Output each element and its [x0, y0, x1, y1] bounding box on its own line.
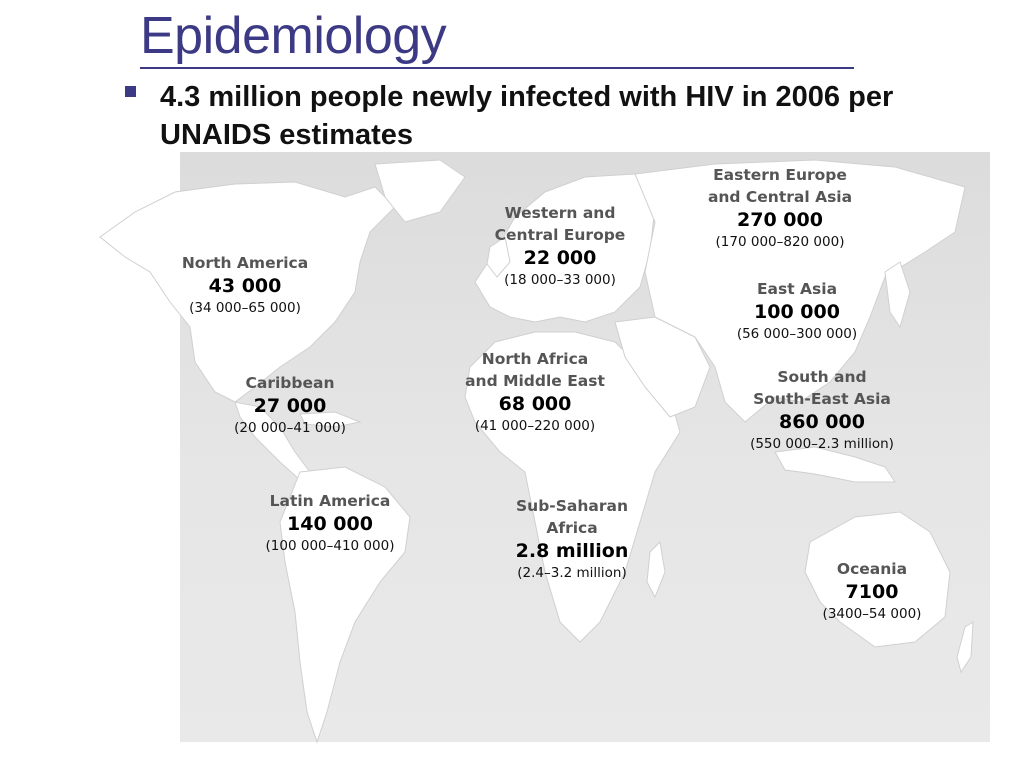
region-oceania: Oceania 7100 (3400–54 000) [807, 558, 937, 624]
region-eastern-europe-central-asia: Eastern Europe and Central Asia 270 000 … [695, 164, 865, 252]
region-value: 270 000 [737, 209, 823, 231]
region-range: (34 000–65 000) [189, 300, 301, 316]
region-range: (100 000–410 000) [265, 538, 395, 554]
land-caribbean [299, 411, 362, 428]
region-name: Latin America [269, 492, 391, 510]
land-north-america [99, 181, 396, 403]
region-north-america: North America 43 000 (34 000–65 000) [165, 252, 325, 318]
land-new-zealand [956, 621, 974, 674]
land-se-asia-islands [774, 446, 896, 483]
region-name: North America [181, 254, 309, 272]
region-range: (41 000–220 000) [474, 418, 596, 434]
region-value: 68 000 [498, 393, 572, 415]
region-range: (3400–54 000) [822, 606, 922, 622]
bullet-square-icon [125, 86, 136, 97]
region-name-line-2: and Middle East [465, 372, 605, 390]
region-name-line-1: North Africa [481, 350, 589, 368]
region-name-line-2: Central Europe [494, 226, 626, 244]
land-madagascar [646, 540, 666, 599]
region-western-central-europe: Western and Central Europe 22 000 (18 00… [475, 202, 645, 290]
region-value: 43 000 [208, 275, 282, 297]
region-name-line-1: Western and [504, 204, 616, 222]
region-north-africa-middle-east: North Africa and Middle East 68 000 (41 … [450, 348, 620, 436]
region-range: (18 000–33 000) [504, 272, 616, 288]
region-name-line-2: and Central Asia [707, 188, 853, 206]
region-range: (2.4–3.2 million) [517, 565, 627, 581]
region-range: (56 000–300 000) [736, 326, 858, 342]
region-east-asia: East Asia 100 000 (56 000–300 000) [727, 278, 867, 344]
slide-title: Epidemiology [140, 7, 447, 65]
land-australia [804, 511, 951, 648]
region-value: 100 000 [754, 301, 840, 323]
region-value: 22 000 [523, 247, 597, 269]
region-range: (170 000–820 000) [715, 234, 845, 250]
land-africa [464, 331, 681, 643]
world-map: North America 43 000 (34 000–65 000) Car… [95, 152, 990, 752]
land-japan [884, 261, 911, 329]
region-range: (20 000–41 000) [234, 420, 346, 436]
region-name: East Asia [756, 280, 838, 298]
land-asia [634, 159, 966, 423]
region-south-southeast-asia: South and South-East Asia 860 000 (550 0… [737, 366, 907, 454]
region-name-line-1: South and [777, 368, 867, 386]
region-value: 7100 [845, 581, 899, 603]
region-name-line-1: Eastern Europe [713, 166, 847, 184]
region-name-line-2: South-East Asia [753, 390, 891, 408]
region-name-line-2: Africa [546, 519, 598, 537]
region-range: (550 000–2.3 million) [750, 436, 894, 452]
region-latin-america: Latin America 140 000 (100 000–410 000) [245, 490, 415, 556]
region-value: 140 000 [287, 513, 373, 535]
region-name: Caribbean [245, 374, 335, 392]
region-value: 2.8 million [515, 540, 629, 562]
region-name: Oceania [836, 560, 908, 578]
title-underline [140, 67, 854, 69]
land-uk [486, 236, 511, 278]
land-south-america [279, 466, 411, 744]
region-value: 860 000 [779, 411, 865, 433]
region-caribbean: Caribbean 27 000 (20 000–41 000) [210, 372, 370, 438]
bullet-text: 4.3 million people newly infected with H… [160, 81, 894, 151]
land-greenland [374, 159, 466, 223]
region-name-line-1: Sub-Saharan [516, 497, 628, 515]
continents [99, 159, 974, 744]
region-value: 27 000 [253, 395, 327, 417]
region-sub-saharan-africa: Sub-Saharan Africa 2.8 million (2.4–3.2 … [487, 495, 657, 583]
